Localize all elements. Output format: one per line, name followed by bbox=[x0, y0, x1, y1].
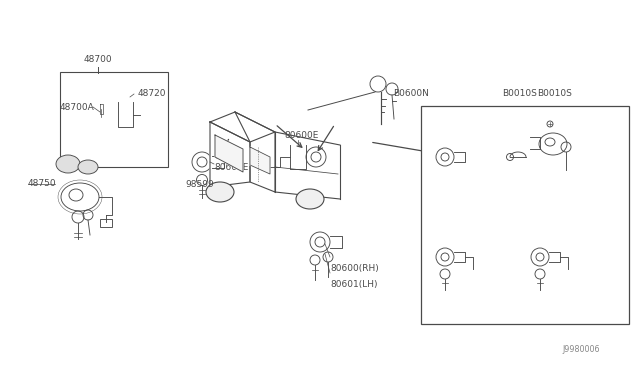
Text: 90602: 90602 bbox=[452, 131, 481, 140]
Text: 80600E: 80600E bbox=[284, 131, 318, 140]
Polygon shape bbox=[210, 112, 275, 142]
Text: 98599: 98599 bbox=[185, 180, 214, 189]
Circle shape bbox=[192, 152, 212, 172]
Text: J9980006: J9980006 bbox=[563, 345, 600, 354]
Ellipse shape bbox=[206, 182, 234, 202]
Ellipse shape bbox=[539, 133, 567, 155]
Text: 80602(RH): 80602(RH) bbox=[448, 172, 497, 181]
Text: B0010S: B0010S bbox=[538, 89, 572, 98]
Text: 80600E: 80600E bbox=[214, 163, 248, 171]
Ellipse shape bbox=[78, 160, 98, 174]
Bar bbox=[421, 106, 629, 324]
Text: 48750: 48750 bbox=[28, 180, 56, 189]
Text: B0010S: B0010S bbox=[502, 89, 538, 98]
Circle shape bbox=[531, 248, 549, 266]
Text: 80601(LH): 80601(LH) bbox=[330, 280, 378, 289]
Polygon shape bbox=[210, 122, 250, 187]
Polygon shape bbox=[250, 147, 270, 174]
Text: B0600N: B0600N bbox=[393, 90, 429, 99]
Text: 80603(LH): 80603(LH) bbox=[448, 188, 495, 197]
Circle shape bbox=[450, 147, 470, 167]
Polygon shape bbox=[235, 112, 275, 192]
Circle shape bbox=[436, 248, 454, 266]
Ellipse shape bbox=[56, 155, 80, 173]
Bar bbox=[100, 219, 112, 227]
Circle shape bbox=[436, 148, 454, 166]
Bar bbox=[60, 72, 168, 167]
Text: 48700: 48700 bbox=[84, 55, 112, 64]
Bar bbox=[262, 163, 274, 171]
Text: 48720: 48720 bbox=[138, 90, 166, 99]
Ellipse shape bbox=[61, 183, 99, 211]
Text: 80600(RH): 80600(RH) bbox=[330, 264, 379, 273]
Circle shape bbox=[310, 232, 330, 252]
Circle shape bbox=[306, 147, 326, 167]
Text: 48700A: 48700A bbox=[60, 103, 95, 112]
Ellipse shape bbox=[296, 189, 324, 209]
Polygon shape bbox=[215, 135, 243, 172]
